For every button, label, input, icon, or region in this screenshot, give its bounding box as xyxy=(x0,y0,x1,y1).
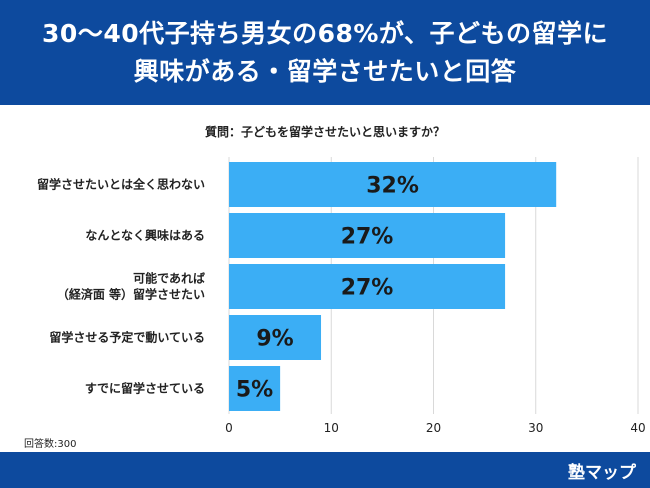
chart-title-line-2: 興味がある・留学させたいと回答 xyxy=(133,56,517,86)
bar-0 xyxy=(229,162,557,207)
x-tick-label-0: 0 xyxy=(225,421,233,435)
brand-logo: 塾マップ xyxy=(568,463,636,483)
bar-chart: 32% 留学させたいとは全く思わない 27% なんとなく興味はある 27% 可能であれば（… xyxy=(37,157,646,435)
value-label-2: 27% xyxy=(341,276,394,301)
value-label-0: 32% xyxy=(366,174,419,199)
survey-question: 質問：子どもを留学させたいと思いますか？ xyxy=(204,125,445,139)
footer-banner: 塾マップ xyxy=(0,452,650,488)
header-banner: 30〜40代子持ち男女の68%が、子どもの留学に 興味がある・留学させたいと回答 xyxy=(0,0,650,105)
category-label-1: なんとなく興味はある xyxy=(85,228,205,243)
value-label-1: 27% xyxy=(341,225,394,250)
x-tick-label-4: 40 xyxy=(630,421,645,435)
response-count-note: 回答数:300 xyxy=(24,439,77,450)
chart-title-line-1: 30〜40代子持ち男女の68%が、子どもの留学に xyxy=(42,18,608,48)
bar-3 xyxy=(229,315,322,360)
x-tick-label-1: 10 xyxy=(324,421,339,435)
value-label-4: 5% xyxy=(236,378,273,403)
bar-1 xyxy=(229,213,506,258)
category-label-2-1: （経済面 等）留学させたい xyxy=(57,287,205,302)
x-tick-label-2: 20 xyxy=(426,421,441,435)
category-label-3: 留学させる予定で動いている xyxy=(49,330,205,345)
category-label-0: 留学させたいとは全く思わない xyxy=(37,177,205,192)
x-tick-label-3: 30 xyxy=(528,421,543,435)
category-label-4: すでに留学させている xyxy=(85,381,205,396)
value-label-3: 9% xyxy=(256,327,293,352)
category-label-2-0: 可能であれば xyxy=(133,271,205,286)
bar-4 xyxy=(229,366,281,411)
bar-2 xyxy=(229,264,506,309)
